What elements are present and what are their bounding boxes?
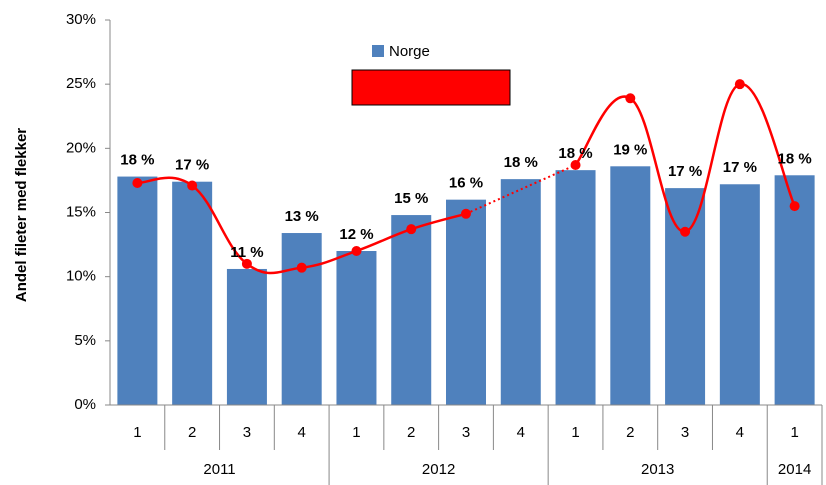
line-point <box>625 93 636 104</box>
legend-redacted <box>351 69 511 106</box>
y-tick-label: 15% <box>66 203 96 220</box>
legend-label: Norge <box>389 43 430 60</box>
x-tick-label: 3 <box>243 424 251 441</box>
x-tick-label: 3 <box>462 424 470 441</box>
value-label: 18 % <box>778 150 812 167</box>
bar <box>774 175 815 405</box>
value-label: 11 % <box>230 244 263 261</box>
x-tick-label: 1 <box>571 424 579 441</box>
line-point <box>570 160 581 171</box>
bar <box>281 233 322 405</box>
x-tick-label: 2 <box>407 424 415 441</box>
bar <box>391 215 432 405</box>
x-tick-label: 4 <box>517 424 525 441</box>
year-label: 2013 <box>641 461 674 478</box>
line-point <box>680 226 691 237</box>
x-tick-label: 4 <box>736 424 744 441</box>
value-label: 17 % <box>668 163 702 180</box>
y-tick-label: 30% <box>66 11 96 28</box>
line-point <box>351 246 362 256</box>
y-tick-label: 5% <box>74 332 96 349</box>
value-label: 19 % <box>613 141 647 158</box>
x-tick-label: 1 <box>352 424 360 441</box>
bar <box>117 176 158 405</box>
value-label: 16 % <box>449 175 483 192</box>
line-point <box>296 262 307 273</box>
y-tick-label: 20% <box>66 139 96 156</box>
line-point <box>734 79 745 90</box>
year-label: 2014 <box>778 461 811 478</box>
bar <box>500 179 541 405</box>
y-tick-label: 10% <box>66 268 96 285</box>
bar <box>665 188 706 405</box>
bar <box>555 170 596 405</box>
value-label: 17 % <box>175 157 209 174</box>
value-label: 15 % <box>394 190 428 207</box>
line-point <box>406 224 417 235</box>
bar <box>719 184 760 405</box>
x-tick-label: 4 <box>298 424 306 441</box>
x-tick-label: 1 <box>133 424 141 441</box>
y-axis-label: Andel fileter med flekker <box>13 128 30 302</box>
bar <box>446 199 486 405</box>
year-label: 2012 <box>422 461 455 478</box>
legend-swatch <box>372 45 384 57</box>
value-label: 12 % <box>339 226 373 243</box>
x-tick-label: 1 <box>790 424 798 441</box>
line-point <box>187 180 198 191</box>
year-label: 2011 <box>203 461 235 478</box>
bar <box>172 181 213 405</box>
x-tick-label: 2 <box>188 424 196 441</box>
line-point <box>241 258 252 269</box>
value-label: 18 % <box>504 154 538 171</box>
value-label: 18 % <box>120 152 154 169</box>
x-tick-label: 2 <box>626 424 634 441</box>
y-tick-label: 25% <box>66 75 96 92</box>
line-point <box>789 201 800 212</box>
bar <box>336 251 377 405</box>
x-tick-label: 3 <box>681 424 689 441</box>
value-label: 17 % <box>723 159 757 176</box>
line-point <box>132 177 143 188</box>
value-label: 13 % <box>285 208 319 225</box>
y-tick-label: 0% <box>74 396 96 413</box>
bar <box>610 166 651 405</box>
value-label: 18 % <box>558 145 592 162</box>
line-point <box>461 208 471 219</box>
bar <box>226 268 267 405</box>
